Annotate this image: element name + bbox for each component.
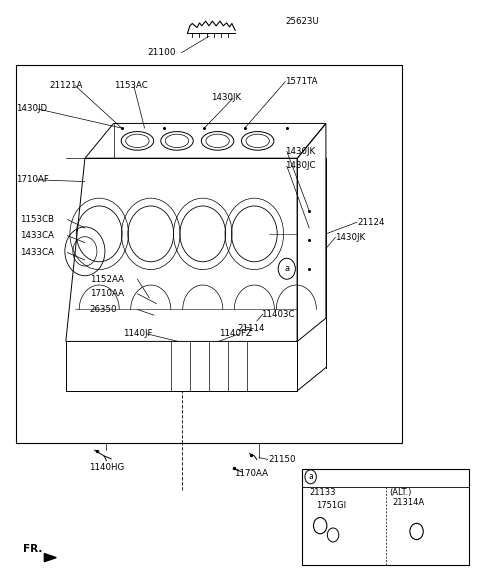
Bar (302, 470, 469, 565)
Text: a: a (284, 264, 289, 273)
Text: 11403C: 11403C (262, 310, 295, 319)
Text: (ALT.): (ALT.) (389, 488, 411, 497)
Text: 1710AA: 1710AA (90, 289, 124, 298)
Text: 1430JK: 1430JK (336, 233, 366, 242)
Text: 26350: 26350 (90, 305, 117, 314)
Text: 1153AC: 1153AC (114, 81, 147, 90)
Text: 1751GI: 1751GI (316, 502, 347, 510)
Bar (16, 65, 402, 443)
Text: 1571TA: 1571TA (285, 77, 318, 86)
Text: 1140HG: 1140HG (89, 463, 124, 472)
Text: 21100: 21100 (147, 48, 176, 57)
Text: FR.: FR. (23, 544, 42, 554)
Text: 21124: 21124 (357, 218, 384, 227)
Text: 1430JC: 1430JC (285, 161, 316, 171)
Text: 1430JK: 1430JK (285, 147, 315, 156)
Text: 1152AA: 1152AA (90, 274, 124, 284)
Text: 1153CB: 1153CB (21, 215, 54, 224)
Text: a: a (308, 472, 313, 481)
Text: 21114: 21114 (238, 324, 265, 333)
Text: 21121A: 21121A (49, 81, 83, 90)
Text: 1430JK: 1430JK (211, 93, 241, 102)
Text: 1140FZ: 1140FZ (218, 329, 252, 338)
Text: 21314A: 21314A (393, 498, 425, 507)
Polygon shape (44, 554, 56, 562)
Text: 1433CA: 1433CA (21, 248, 54, 257)
Text: 1430JD: 1430JD (16, 105, 47, 113)
Text: 21150: 21150 (269, 455, 296, 464)
Text: 1170AA: 1170AA (234, 469, 268, 478)
Text: 21133: 21133 (309, 488, 336, 497)
Text: 1433CA: 1433CA (21, 231, 54, 240)
Text: 1710AF: 1710AF (16, 175, 48, 185)
Text: 25623U: 25623U (285, 18, 319, 26)
Text: 1140JF: 1140JF (123, 329, 153, 338)
